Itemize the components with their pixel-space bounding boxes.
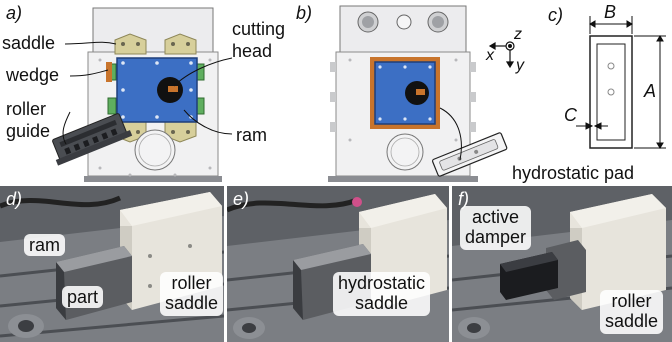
dim-label-c: C bbox=[564, 105, 577, 125]
panel-e-photo bbox=[227, 186, 449, 342]
label-roller-saddle-f: roller saddle bbox=[600, 290, 664, 334]
label-roller-saddle-f-line1: roller bbox=[611, 291, 652, 311]
label-wedge: wedge bbox=[6, 65, 60, 85]
panel-letter-c: c) bbox=[548, 5, 563, 25]
label-hydrostatic-saddle: hydrostatic saddle bbox=[333, 272, 431, 316]
label-roller-guide-line2: guide bbox=[6, 121, 51, 141]
label-ram-photo: ram bbox=[24, 234, 65, 256]
label-roller-saddle-d-line2: saddle bbox=[165, 292, 219, 313]
panel-f: f) active damper roller saddle bbox=[452, 186, 672, 342]
dim-label-a: A bbox=[644, 81, 657, 101]
panel-d: d) ram part roller saddle bbox=[0, 186, 224, 342]
panel-e: e) hydrostatic saddle bbox=[227, 186, 449, 342]
panel-letter-e: e) bbox=[233, 189, 250, 209]
panel-b: b) z x y hydrostatic pad bbox=[296, 0, 634, 186]
label-roller-guide-line1: roller bbox=[6, 99, 47, 119]
dim-label-b: B bbox=[604, 2, 617, 22]
label-hydrostatic-pad: hydrostatic pad bbox=[512, 163, 635, 183]
label-saddle: saddle bbox=[2, 33, 56, 53]
axis-label-z: z bbox=[514, 26, 522, 43]
panel-c: c) B A C bbox=[540, 0, 672, 186]
panel-b-drawing bbox=[328, 5, 515, 182]
label-ram: ram bbox=[236, 125, 267, 145]
panel-letter-a: a) bbox=[6, 3, 23, 23]
panel-c-drawing bbox=[576, 16, 666, 149]
label-cutting-head-line1: cutting bbox=[232, 19, 286, 39]
panel-d-photo bbox=[0, 186, 224, 342]
label-active-damper-line2: damper bbox=[465, 226, 527, 247]
label-active-damper: active damper bbox=[460, 206, 532, 250]
label-cutting-head-line2: head bbox=[232, 41, 273, 61]
axis-label-y: y bbox=[516, 57, 524, 74]
label-hydrostatic-saddle-line2: saddle bbox=[355, 292, 409, 313]
label-roller-saddle-d: roller saddle bbox=[160, 272, 224, 316]
panel-a: a) saddle wedge roller guide cutting hea… bbox=[0, 0, 300, 186]
label-roller-saddle-d-line1: roller bbox=[171, 273, 212, 293]
label-hydrostatic-saddle-line1: hydrostatic bbox=[338, 273, 426, 293]
label-roller-saddle-f-line2: saddle bbox=[605, 310, 659, 331]
label-part: part bbox=[62, 286, 104, 308]
label-active-damper-line1: active bbox=[472, 207, 520, 227]
panel-letter-f: f) bbox=[458, 189, 469, 209]
panel-a-drawing bbox=[52, 7, 233, 182]
panel-letter-d: d) bbox=[6, 189, 23, 209]
panel-letter-b: b) bbox=[296, 3, 313, 23]
axis-label-x: x bbox=[486, 47, 494, 64]
